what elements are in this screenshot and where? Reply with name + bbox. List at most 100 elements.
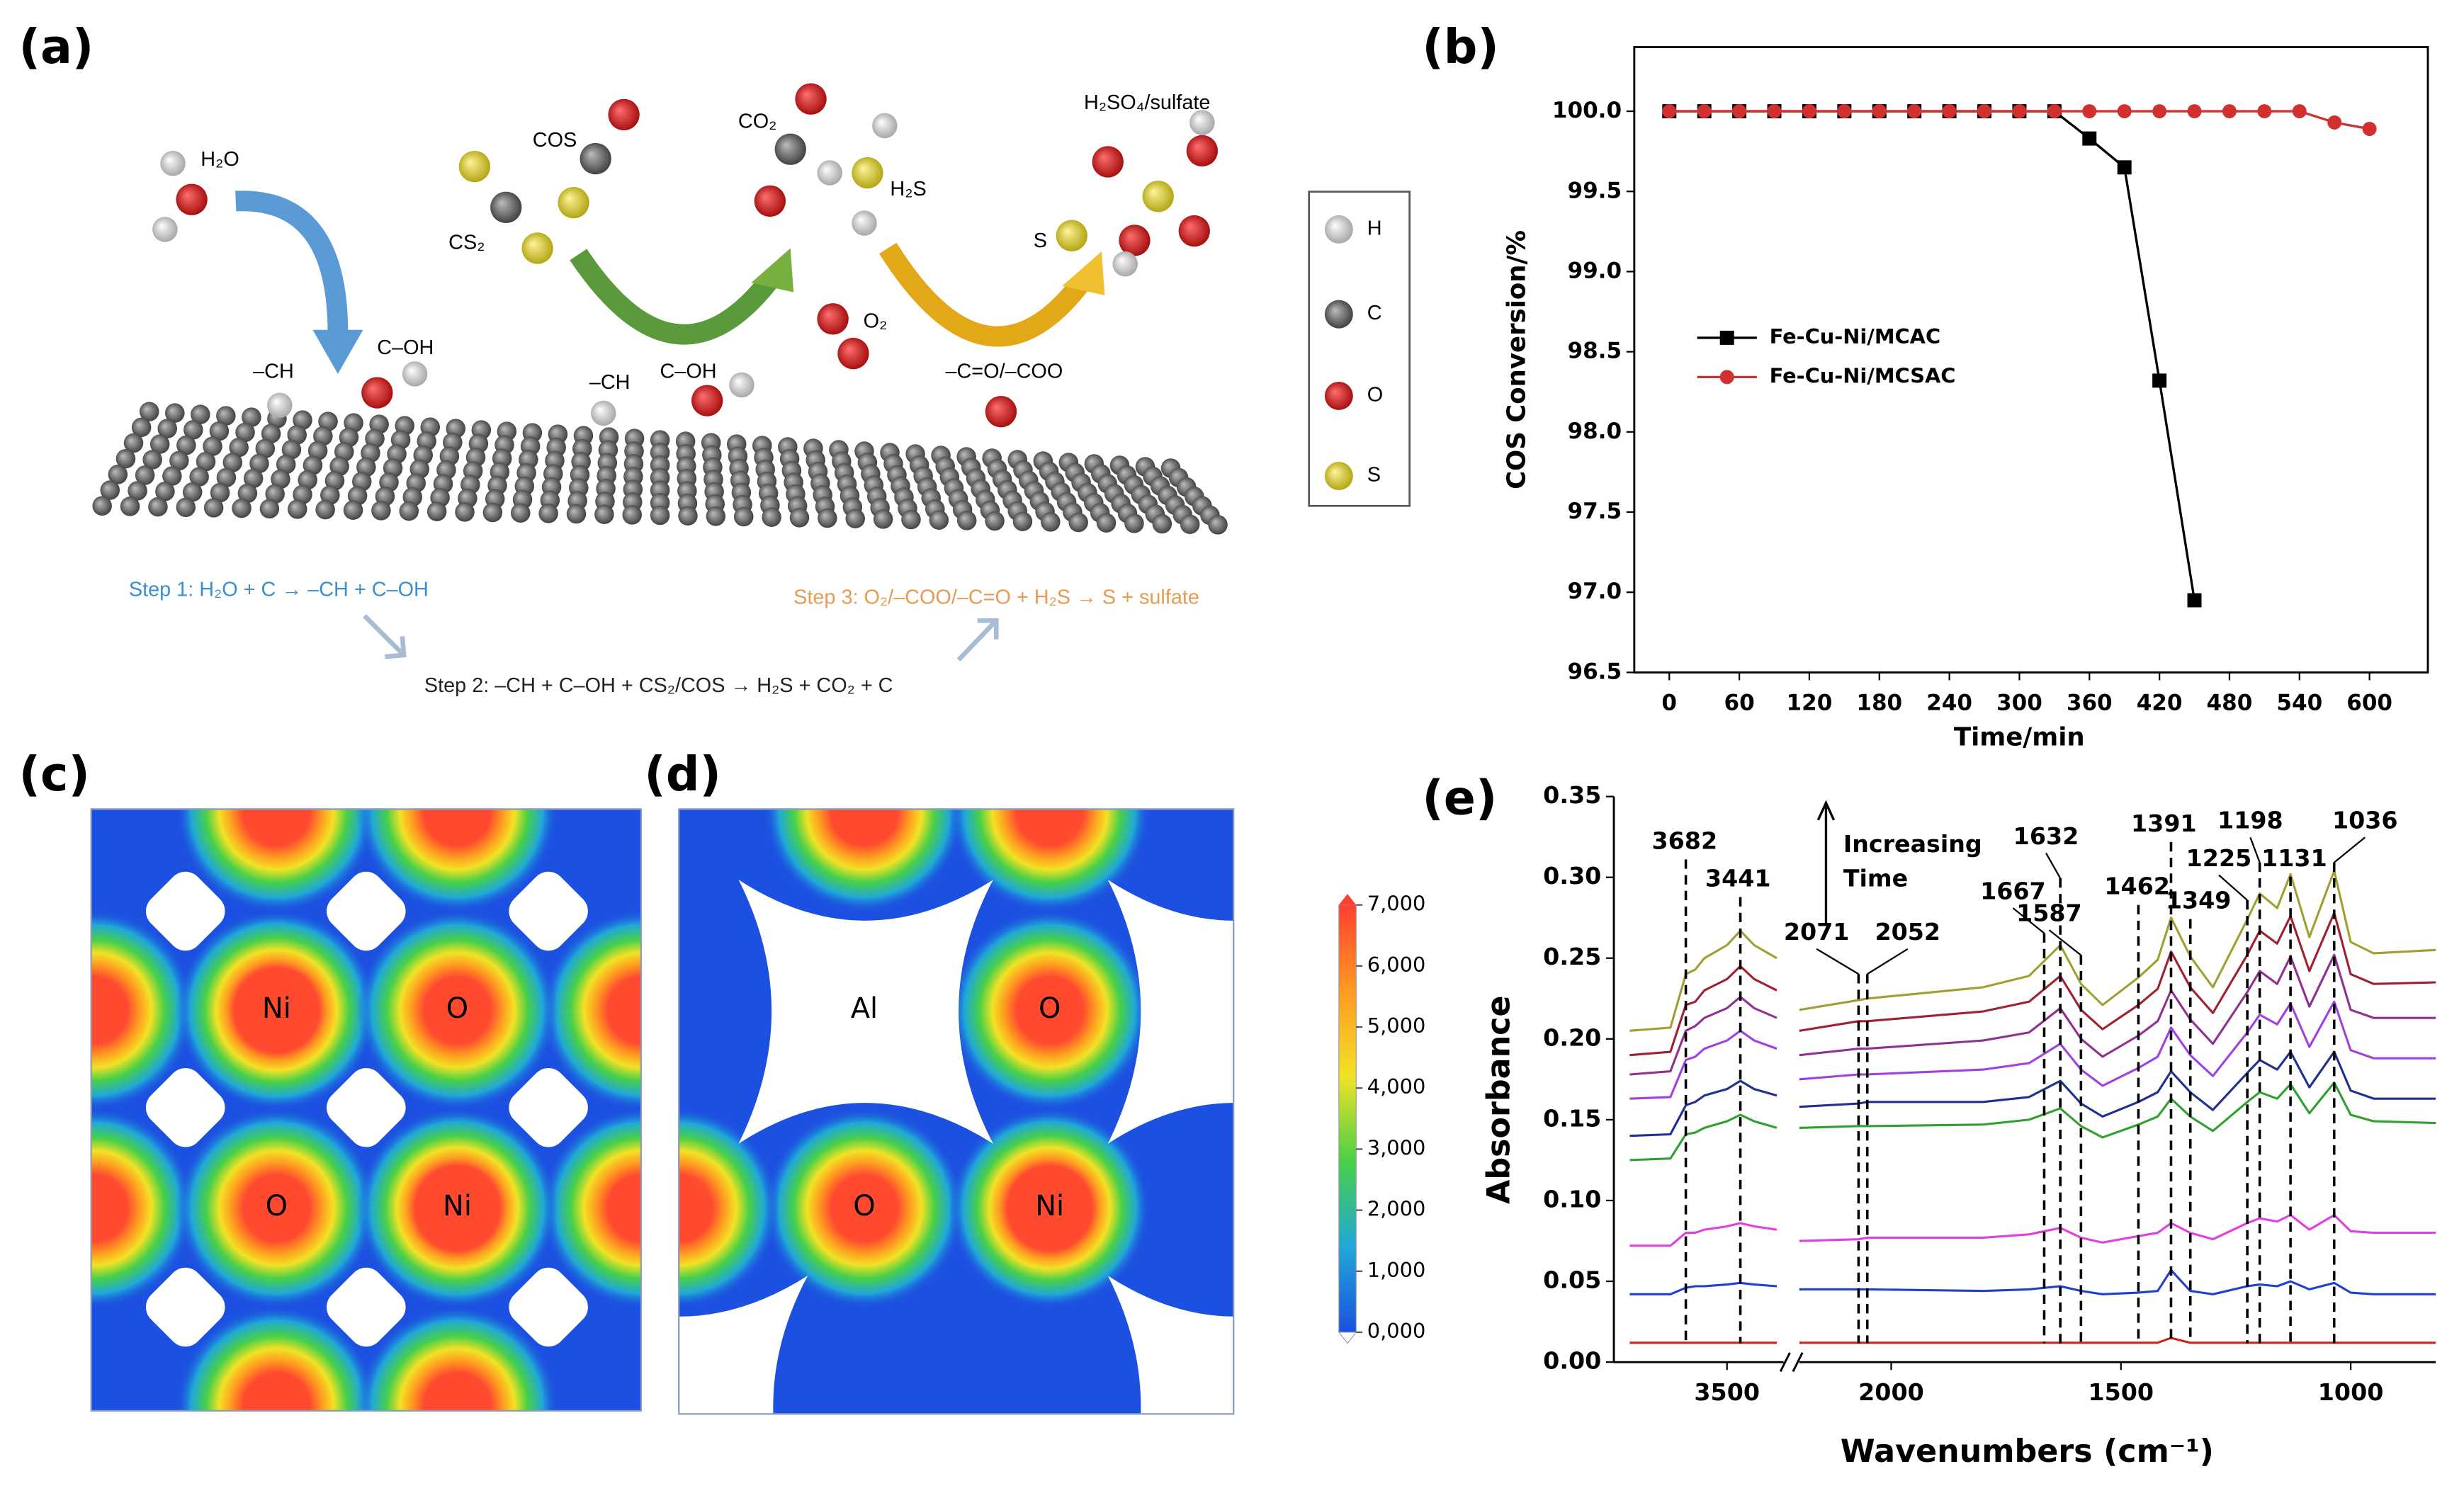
atom [852, 157, 883, 189]
carbon [287, 425, 307, 445]
carbon [985, 511, 1005, 531]
molecule-label: O₂ [864, 310, 888, 332]
density-blob [949, 809, 1151, 913]
atom [852, 210, 877, 236]
peak-label: 1587 [2016, 899, 2082, 926]
marker [1697, 104, 1712, 119]
y-tick-label: 0.00 [1543, 1347, 1601, 1375]
colorbar-tick-label: 0,000 [1367, 1319, 1426, 1343]
carbon [100, 480, 120, 500]
carbon [169, 450, 189, 471]
arrow-head [312, 329, 363, 374]
void-region [145, 1267, 225, 1347]
atom [985, 395, 1017, 428]
colorbar-tick-label: 3,000 [1367, 1135, 1426, 1159]
colorbar-tick-label: 1,000 [1367, 1258, 1426, 1282]
marker [2082, 104, 2097, 119]
legend-label: Fe-Cu-Ni/MCSAC [1770, 363, 1956, 387]
carbon [1124, 513, 1144, 533]
carbon [235, 422, 255, 443]
marker [2187, 104, 2202, 119]
atom [1186, 135, 1219, 167]
carbon [594, 504, 614, 524]
atom [729, 372, 755, 398]
peak-label: 3441 [1705, 865, 1771, 892]
atom [1092, 146, 1124, 178]
peak-label: 1632 [2013, 822, 2079, 850]
carbon [313, 426, 333, 446]
peak-label: 2071 [1784, 918, 1850, 946]
atom [361, 377, 393, 409]
marker [2082, 131, 2097, 146]
carbon [189, 467, 209, 487]
x-tick-label: 3500 [1694, 1378, 1760, 1406]
spectrum [1799, 1000, 2436, 1087]
carbon [1096, 513, 1117, 533]
density-blob [356, 1305, 558, 1411]
carbon [399, 501, 419, 521]
arrow [570, 249, 779, 345]
carbon [216, 406, 236, 426]
marker [1802, 104, 1816, 119]
spectrum [1629, 929, 1778, 1032]
map-frame [678, 808, 1235, 1415]
atom [580, 142, 611, 175]
carbon [315, 499, 335, 520]
marker [2292, 104, 2307, 119]
carbon [956, 511, 977, 530]
carbon [135, 465, 155, 485]
atom-label: Ni [262, 992, 291, 1025]
atom [1112, 251, 1138, 277]
colorbar-tick-label: 4,000 [1367, 1074, 1426, 1099]
peak-pointer [1867, 948, 1909, 975]
density-blob [679, 1107, 780, 1309]
marker [2327, 115, 2342, 130]
carbon [343, 500, 363, 520]
panel-label: (a) [19, 19, 94, 74]
atom-label: O [853, 1190, 875, 1222]
atom [1189, 110, 1215, 135]
carbon [318, 412, 338, 431]
carbon [276, 454, 296, 475]
carbon [123, 433, 144, 453]
legend-marker [1719, 370, 1734, 385]
panel-d-map [679, 809, 1234, 1414]
molecule-label: H₂S [890, 178, 926, 200]
void-region [1107, 880, 1234, 1144]
carbon [1208, 515, 1228, 535]
density-blob [356, 1107, 558, 1309]
peak-pointer [2249, 836, 2261, 863]
atom-label: Ni [443, 1190, 472, 1222]
marker [2117, 160, 2132, 175]
carbon [1041, 512, 1061, 532]
atom [267, 392, 293, 419]
carbon [165, 403, 185, 423]
carbon [482, 502, 503, 523]
carbon [196, 451, 216, 472]
spectrum [1799, 1213, 2436, 1244]
spectrum [1629, 1029, 1778, 1100]
carbon [120, 497, 140, 516]
peak-label: 1667 [1980, 877, 2046, 904]
atom-legend-box [1308, 191, 1411, 507]
carbon [237, 483, 258, 504]
marker [2047, 104, 2062, 119]
carbon [203, 436, 222, 456]
panel-label: (d) [644, 747, 720, 802]
marker [1942, 104, 1957, 119]
atom [402, 361, 428, 387]
panel-e: 0.00 0.05 0.10 0.15 0.20 0.25 0.30 0.35 3500 2000… [1481, 781, 2436, 1470]
carbon [243, 468, 264, 489]
density-blob [91, 1107, 196, 1309]
void-region [509, 871, 588, 951]
void-region [145, 1068, 225, 1147]
atom [1056, 220, 1087, 251]
carbon [131, 417, 152, 438]
x-tick-label: 360 [2067, 691, 2113, 716]
peak-label: 3682 [1652, 827, 1718, 854]
y-tick-label: 98.0 [1567, 419, 1622, 444]
carbon [162, 466, 182, 486]
molecule-label: S [1034, 229, 1047, 252]
colorbar-end [1338, 894, 1357, 905]
